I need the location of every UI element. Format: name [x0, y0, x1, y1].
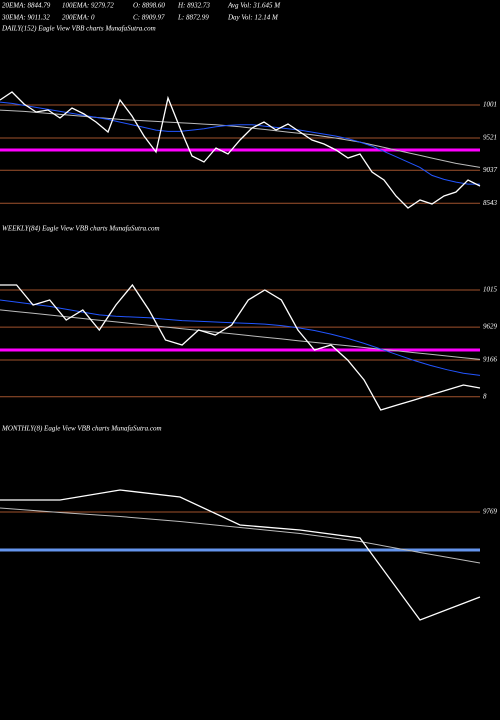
stat-label: C: 8909.97	[133, 14, 165, 22]
stat-label: Avg Vol: 31.645 M	[227, 2, 281, 10]
series-line	[0, 507, 481, 564]
y-tick-label: 9166	[483, 356, 498, 364]
y-tick-label: 9629	[483, 323, 498, 331]
y-tick-label: 9521	[483, 134, 497, 142]
y-tick-label: 1015	[483, 286, 498, 294]
y-tick-label: 9037	[483, 166, 498, 174]
panel-title: MONTHLY(8) Eagle View VBB charts MunafaS…	[1, 425, 162, 433]
panel-title: WEEKLY(84) Eagle View VBB charts MunafaS…	[2, 225, 160, 233]
y-tick-label: 1001	[483, 101, 497, 109]
stat-label: 30EMA: 9011.32	[1, 14, 50, 22]
series-line	[0, 109, 481, 168]
y-tick-label: 8	[483, 392, 487, 400]
stat-label: Day Vol: 12.14 M	[227, 14, 279, 22]
series-line	[0, 283, 481, 411]
stat-label: 20EMA: 8844.79	[2, 2, 51, 10]
stat-label: H: 8932.73	[177, 2, 210, 10]
series-line	[0, 101, 480, 185]
y-tick-label: 8543	[483, 199, 498, 207]
stat-label: 100EMA: 9279.72	[62, 2, 114, 10]
series-line	[0, 309, 481, 360]
y-tick-label: 9769	[483, 508, 498, 516]
series-line	[0, 299, 481, 376]
panel-title: DAILY(152) Eagle View VBB charts MunafaS…	[1, 25, 156, 33]
series-line	[0, 91, 481, 209]
stat-label: 200EMA: 0	[62, 14, 95, 22]
stat-label: L: 8872.99	[177, 14, 209, 22]
stat-label: O: 8898.60	[133, 2, 165, 10]
series-line	[0, 489, 481, 621]
